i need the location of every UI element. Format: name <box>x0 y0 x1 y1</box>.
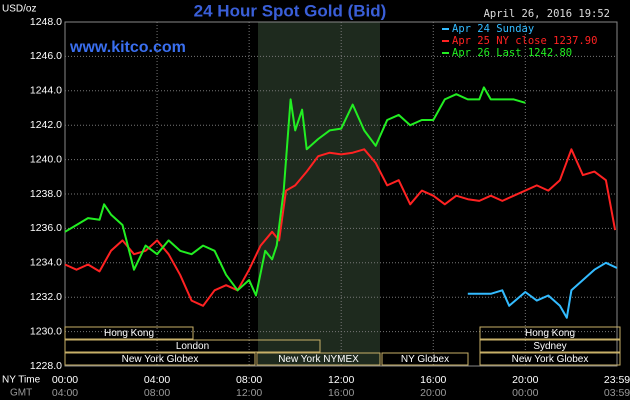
x-tick-label: 12:00 <box>328 374 354 386</box>
y-tick-label: 1234.0 <box>30 257 62 269</box>
session-box <box>479 339 621 353</box>
y-tick-label: 1232.0 <box>30 291 62 303</box>
x-tick-label: 23:59 <box>604 374 630 386</box>
legend-label: Apr 25 NY close 1237.90 <box>452 35 597 47</box>
x-tick-label: 08:00 <box>236 374 262 386</box>
y-tick-label: 1244.0 <box>30 85 62 97</box>
x2-tick-label: 04:00 <box>52 387 78 399</box>
session-label: New York NYMEX <box>278 354 359 365</box>
session-label: Hong Kong <box>104 328 154 339</box>
session-label: New York Globex <box>512 354 589 365</box>
session-box <box>64 339 321 353</box>
chart-title: 24 Hour Spot Gold (Bid) <box>194 1 387 20</box>
session-label: Sydney <box>533 341 566 352</box>
session-label: New York Globex <box>122 354 199 365</box>
y-tick-label: 1228.0 <box>30 360 62 372</box>
x2-axis-label: GMT <box>10 388 32 399</box>
y-tick-label: 1230.0 <box>30 325 62 337</box>
session-box <box>64 352 256 366</box>
y-tick-label: 1240.0 <box>30 153 62 165</box>
x-tick-label: 16:00 <box>420 374 446 386</box>
session-box <box>479 352 621 366</box>
y-tick-label: 1236.0 <box>30 222 62 234</box>
session-box <box>381 352 469 366</box>
series-line <box>64 86 526 297</box>
x2-tick-label: 20:00 <box>420 387 446 399</box>
series-line <box>64 148 617 307</box>
session-box <box>479 326 621 340</box>
session-label: London <box>176 341 209 352</box>
x2-tick-label: 12:00 <box>236 387 262 399</box>
x2-tick-label: 08:00 <box>144 387 170 399</box>
session-label: NY Globex <box>401 354 449 365</box>
y-tick-label: 1242.0 <box>30 119 62 131</box>
y-tick-label: 1246.0 <box>30 50 62 62</box>
x2-tick-label: 00:00 <box>512 387 538 399</box>
plot-frame <box>64 21 618 367</box>
y-axis-label: USD/oz <box>2 4 36 15</box>
series-line <box>467 261 618 319</box>
x-tick-label: 04:00 <box>144 374 170 386</box>
x-tick-label: 00:00 <box>52 374 78 386</box>
x2-tick-label: 16:00 <box>328 387 354 399</box>
session-box <box>256 352 381 366</box>
timestamp: April 26, 2016 19:52 <box>484 8 610 20</box>
x2-tick-label: 03:59 <box>604 387 630 399</box>
site-label: www.kitco.com <box>69 39 186 56</box>
session-box <box>64 326 194 340</box>
x-tick-label: 20:00 <box>512 374 538 386</box>
legend-label: Apr 24 Sunday <box>452 23 534 35</box>
x-axis-label: NY Time <box>2 375 41 386</box>
y-tick-label: 1248.0 <box>30 16 62 28</box>
session-highlight <box>258 22 380 366</box>
session-label: Hong Kong <box>525 328 575 339</box>
y-tick-label: 1238.0 <box>30 188 62 200</box>
legend-label: Apr 26 Last 1242.80 <box>452 47 572 59</box>
